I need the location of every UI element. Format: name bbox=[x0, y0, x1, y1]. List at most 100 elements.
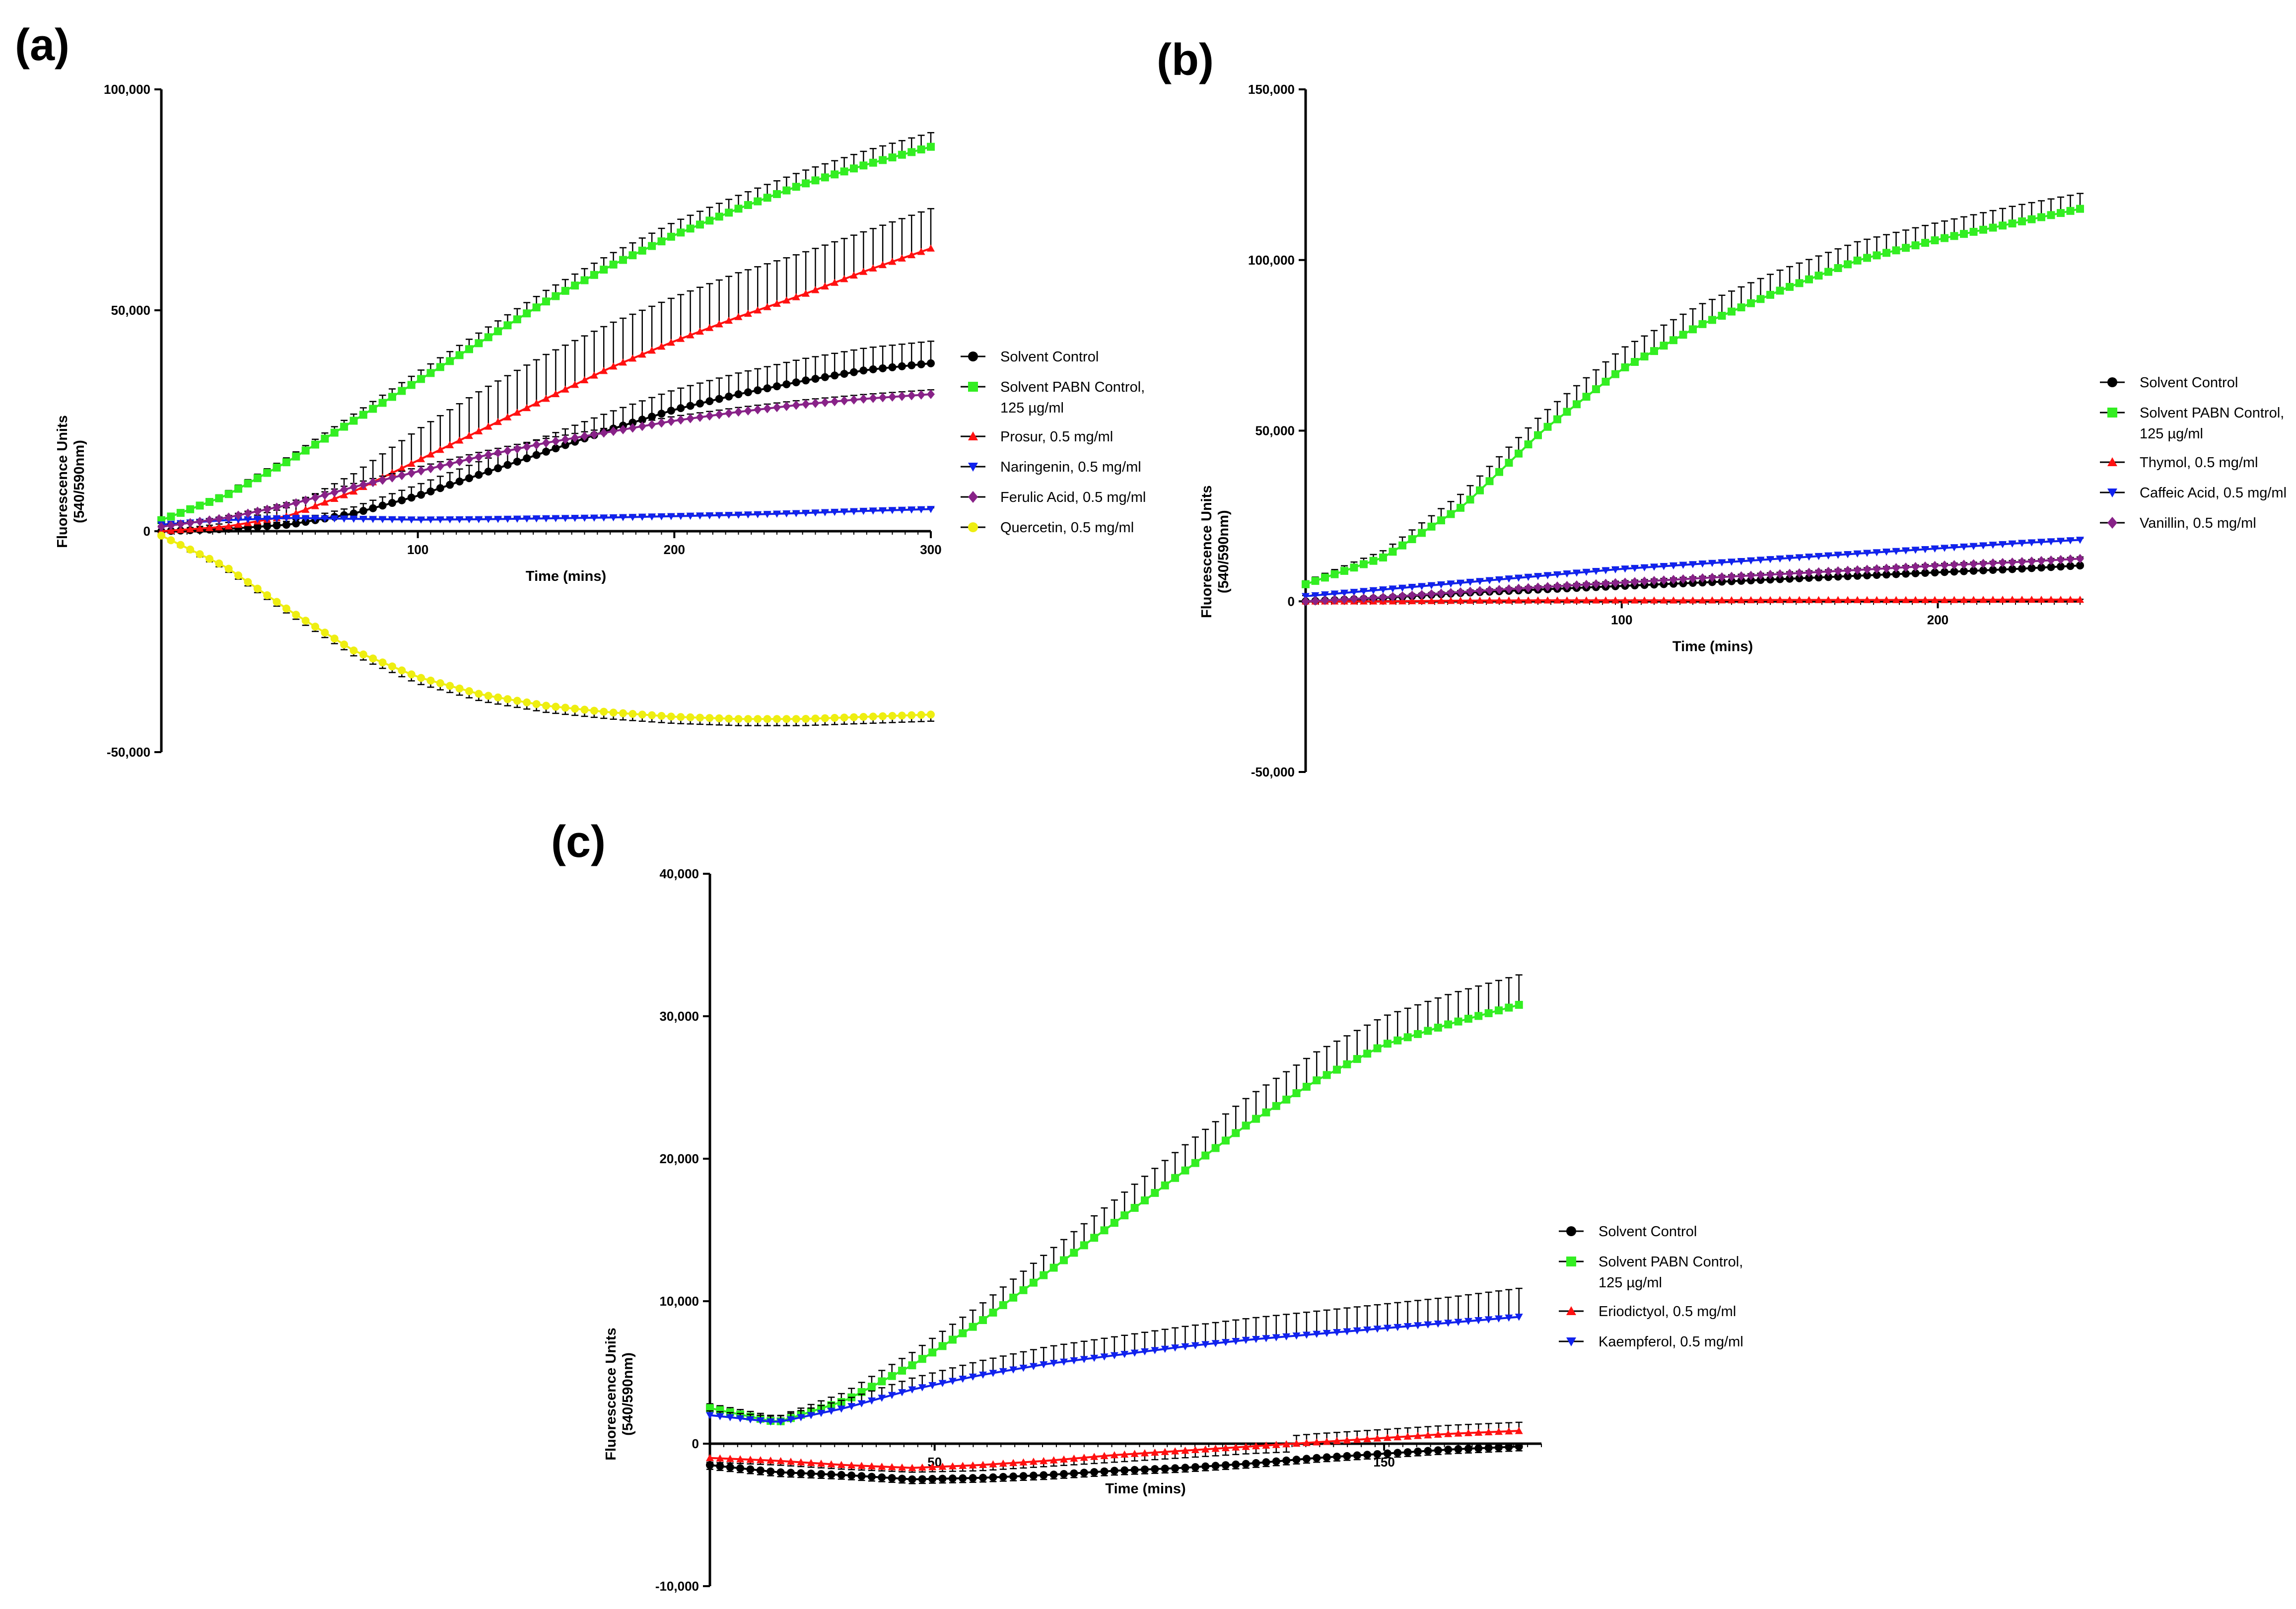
data-point bbox=[1999, 565, 2007, 574]
data-point bbox=[792, 183, 800, 191]
data-point bbox=[446, 459, 454, 469]
data-point bbox=[917, 506, 925, 514]
legend-label-line: Vanillin, 0.5 mg/ml bbox=[2140, 515, 2256, 531]
data-point bbox=[2047, 538, 2055, 546]
data-point bbox=[917, 248, 925, 255]
data-point bbox=[1171, 1447, 1180, 1455]
data-point bbox=[754, 511, 762, 519]
data-point bbox=[1090, 1453, 1099, 1460]
data-point bbox=[1171, 1174, 1180, 1182]
data-point bbox=[1718, 311, 1726, 320]
data-point bbox=[1120, 1450, 1129, 1458]
legend-item: Solvent Control bbox=[961, 349, 1099, 365]
legend-label: Solvent Control bbox=[1599, 1224, 1697, 1240]
data-point bbox=[1444, 1445, 1453, 1454]
data-point bbox=[1060, 1358, 1068, 1366]
data-point bbox=[726, 1414, 734, 1421]
legend-marker bbox=[2107, 457, 2117, 466]
data-point bbox=[2008, 540, 2017, 548]
data-point bbox=[1232, 1129, 1240, 1137]
data-point bbox=[1272, 1334, 1280, 1341]
data-point bbox=[734, 511, 743, 519]
data-point bbox=[831, 279, 839, 286]
data-point bbox=[359, 650, 367, 659]
data-point bbox=[1232, 1460, 1240, 1469]
data-point bbox=[1242, 1336, 1250, 1344]
data-point bbox=[782, 401, 791, 411]
data-point bbox=[1424, 1027, 1432, 1035]
data-point bbox=[1313, 1330, 1321, 1338]
data-point bbox=[1689, 573, 1697, 583]
data-point bbox=[176, 541, 185, 549]
data-point bbox=[465, 516, 473, 524]
y-tick-label: 0 bbox=[143, 524, 150, 539]
data-point bbox=[1776, 286, 1784, 295]
data-point bbox=[746, 1456, 755, 1463]
data-point bbox=[619, 358, 627, 366]
data-point bbox=[754, 306, 762, 314]
data-point bbox=[513, 409, 521, 416]
data-point bbox=[1844, 572, 1852, 580]
data-point bbox=[475, 427, 483, 434]
data-point bbox=[1989, 596, 1997, 603]
data-point bbox=[398, 464, 406, 472]
data-point bbox=[1534, 596, 1542, 604]
data-point bbox=[754, 197, 762, 206]
data-point bbox=[1444, 1020, 1453, 1029]
data-point bbox=[756, 1466, 765, 1474]
data-point bbox=[1882, 548, 1890, 556]
series bbox=[706, 1421, 1523, 1473]
legend-item: Thymol, 0.5 mg/ml bbox=[2100, 455, 2258, 471]
data-point bbox=[734, 390, 743, 399]
data-point bbox=[157, 522, 165, 532]
data-point bbox=[1999, 221, 2007, 230]
data-point bbox=[1369, 587, 1378, 595]
data-point bbox=[1941, 560, 1948, 570]
data-point bbox=[2008, 219, 2017, 228]
legend-item: Caffeic Acid, 0.5 mg/ml bbox=[2100, 485, 2287, 501]
data-point bbox=[196, 524, 204, 532]
data-point bbox=[1553, 415, 1561, 423]
data-point bbox=[782, 510, 791, 518]
data-point bbox=[908, 1361, 916, 1370]
data-point bbox=[446, 357, 454, 365]
data-point bbox=[417, 674, 425, 682]
data-point bbox=[1747, 557, 1755, 565]
data-point bbox=[918, 1463, 926, 1471]
data-point bbox=[1505, 1003, 1513, 1012]
data-point bbox=[1070, 1469, 1078, 1477]
data-point bbox=[321, 498, 329, 506]
data-point bbox=[657, 513, 666, 521]
data-point bbox=[811, 398, 820, 408]
data-point bbox=[840, 508, 848, 516]
data-point bbox=[1130, 1204, 1139, 1212]
data-point bbox=[898, 362, 906, 370]
data-point bbox=[1543, 572, 1552, 579]
data-point bbox=[532, 700, 541, 708]
data-point bbox=[349, 482, 358, 492]
data-point bbox=[959, 1474, 967, 1482]
data-point bbox=[648, 711, 656, 719]
data-point bbox=[1611, 596, 1619, 604]
data-point bbox=[465, 345, 473, 353]
data-point bbox=[1795, 574, 1804, 582]
data-point bbox=[763, 511, 771, 518]
data-point bbox=[1363, 1327, 1372, 1334]
data-point bbox=[1747, 570, 1755, 580]
data-point bbox=[1476, 586, 1484, 596]
data-point bbox=[176, 519, 185, 529]
data-point bbox=[792, 293, 800, 300]
data-point bbox=[1201, 1462, 1210, 1470]
data-point bbox=[523, 698, 531, 706]
data-point bbox=[888, 363, 897, 371]
data-point bbox=[2037, 539, 2045, 546]
data-point bbox=[330, 515, 339, 523]
data-point bbox=[907, 391, 916, 401]
data-point bbox=[1786, 596, 1794, 603]
data-point bbox=[1414, 1322, 1422, 1329]
data-point bbox=[1437, 588, 1445, 598]
data-point bbox=[927, 389, 935, 399]
data-point bbox=[503, 413, 512, 420]
data-point bbox=[705, 512, 714, 520]
data-point bbox=[1201, 1341, 1210, 1348]
